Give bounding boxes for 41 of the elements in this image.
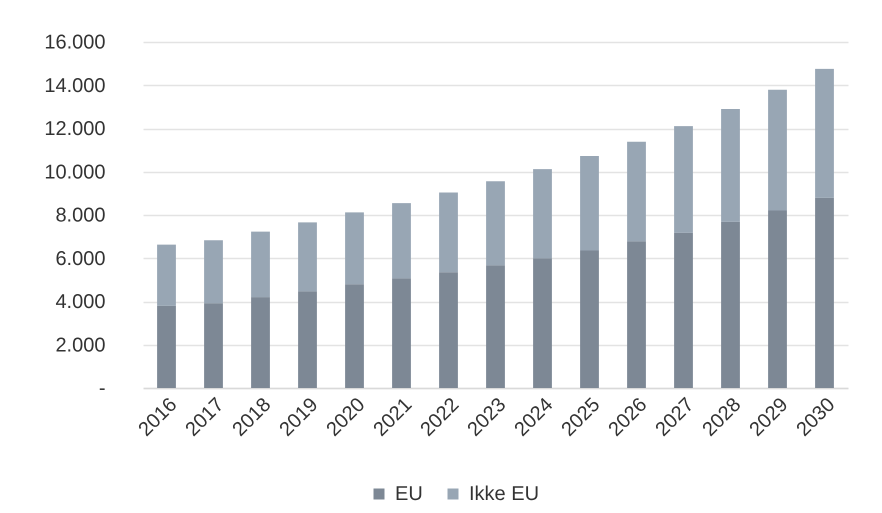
bar — [345, 212, 364, 284]
bar — [768, 90, 787, 210]
legend-label: EU — [395, 483, 423, 505]
bar — [204, 240, 223, 304]
y-tick-label: - — [98, 378, 106, 400]
legend-label: Ikke EU — [469, 483, 540, 505]
bar — [674, 232, 693, 388]
y-tick-label: 12.000 — [44, 118, 106, 140]
y-tick-label: 14.000 — [44, 74, 106, 97]
bar — [486, 265, 505, 388]
bar — [721, 109, 740, 222]
bar — [298, 291, 317, 388]
y-tick-label: 8.000 — [55, 204, 106, 226]
bar — [627, 241, 646, 388]
bar — [815, 198, 834, 388]
bar — [721, 222, 740, 388]
bar — [533, 169, 552, 258]
bar — [204, 303, 223, 388]
bar — [533, 258, 552, 388]
bar — [345, 284, 364, 388]
bar — [627, 142, 646, 242]
bar — [486, 181, 505, 266]
y-tick-label: 2.000 — [55, 334, 106, 356]
bar — [580, 156, 599, 250]
bar — [439, 272, 458, 388]
bar — [157, 244, 176, 306]
bar — [157, 306, 176, 388]
bar — [768, 210, 787, 388]
bar — [439, 192, 458, 272]
bar — [580, 250, 599, 388]
bar — [392, 278, 411, 388]
bar — [251, 297, 270, 388]
bar — [298, 222, 317, 292]
y-tick-label: 16.000 — [44, 32, 106, 54]
bar — [815, 68, 834, 198]
y-tick-label: 10.000 — [44, 161, 106, 184]
bar — [392, 203, 411, 278]
bar — [251, 232, 270, 298]
y-tick-label: 4.000 — [55, 291, 106, 313]
bar — [674, 126, 693, 233]
y-tick-label: 6.000 — [55, 248, 106, 270]
